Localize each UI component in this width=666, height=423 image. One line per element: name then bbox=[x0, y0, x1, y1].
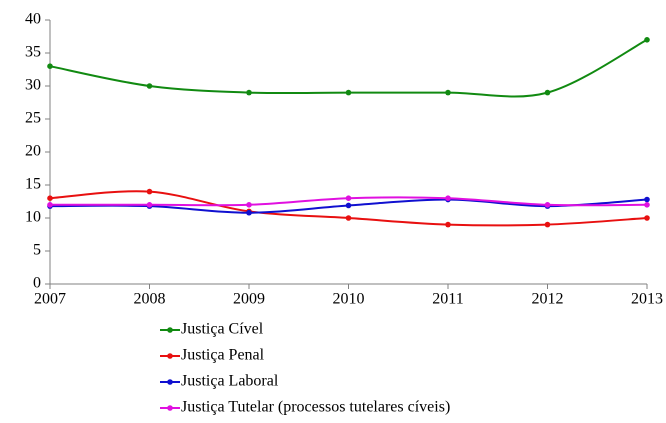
point bbox=[345, 195, 352, 201]
point bbox=[644, 202, 650, 208]
point bbox=[246, 89, 252, 96]
y-tick-label: 40 bbox=[25, 11, 41, 28]
x-tick-label: 2011 bbox=[432, 291, 463, 308]
y-tick-label: 25 bbox=[25, 110, 41, 127]
y-tick-label: 5 bbox=[33, 242, 41, 259]
point bbox=[246, 209, 252, 216]
y-tick-label: 10 bbox=[25, 209, 41, 226]
y-tick-label: 30 bbox=[25, 77, 41, 94]
point bbox=[146, 83, 153, 89]
point bbox=[644, 37, 650, 43]
point bbox=[544, 221, 551, 228]
point bbox=[47, 202, 53, 208]
point bbox=[146, 188, 153, 195]
point bbox=[445, 89, 451, 96]
point bbox=[445, 221, 451, 228]
x-tick-label: 2009 bbox=[233, 291, 265, 308]
y-tick-label: 35 bbox=[25, 44, 41, 61]
x-tick-label: 2007 bbox=[34, 291, 66, 308]
legend-label: Justiça Tutelar (processos tutelares cív… bbox=[181, 399, 450, 416]
point bbox=[445, 195, 451, 201]
point bbox=[47, 63, 53, 69]
y-tick-label: 20 bbox=[25, 143, 41, 160]
point bbox=[544, 202, 551, 208]
y-tick-label: 0 bbox=[33, 275, 41, 292]
point bbox=[644, 215, 650, 221]
x-tick-label: 2008 bbox=[134, 291, 166, 308]
point bbox=[345, 89, 352, 96]
point bbox=[146, 202, 153, 208]
point bbox=[544, 89, 551, 96]
legend-marker bbox=[167, 379, 173, 385]
point bbox=[345, 215, 352, 221]
series-line bbox=[49, 38, 648, 98]
point bbox=[246, 202, 252, 208]
legend-marker bbox=[167, 405, 173, 411]
x-tick-label: 2012 bbox=[532, 291, 564, 308]
x-tick-label: 2013 bbox=[631, 291, 663, 308]
x-tick-label: 2010 bbox=[333, 291, 365, 308]
legend-marker bbox=[167, 353, 173, 359]
point bbox=[345, 202, 352, 209]
point bbox=[644, 196, 650, 203]
y-tick-label: 15 bbox=[25, 176, 41, 193]
legend-label: Justiça Penal bbox=[181, 347, 265, 364]
point bbox=[47, 195, 53, 201]
legend-marker bbox=[167, 327, 173, 333]
legend-label: Justiça Laboral bbox=[181, 373, 279, 390]
legend-label: Justiça Cível bbox=[181, 321, 264, 338]
